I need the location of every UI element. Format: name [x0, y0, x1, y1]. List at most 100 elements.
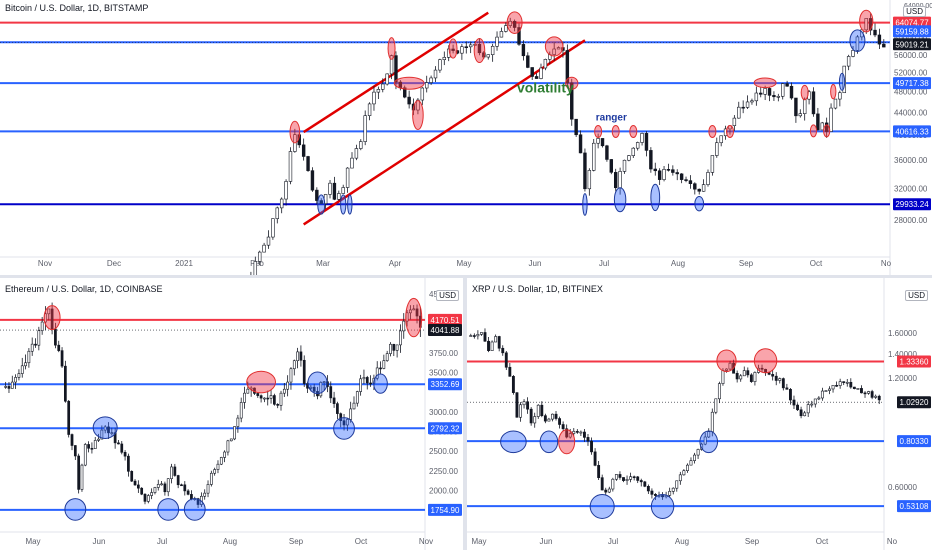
btc-candle-body — [477, 44, 482, 54]
eth-price-tag: 1754.90 — [428, 503, 462, 516]
xrp-currency-button[interactable]: USD — [905, 290, 928, 301]
eth-candle — [233, 426, 236, 441]
eth-price-tag-bg — [428, 503, 462, 516]
btc-candle — [315, 187, 319, 205]
eth-price-tag-bg — [428, 378, 462, 391]
xrp-candle — [611, 477, 615, 492]
eth-candle — [186, 489, 190, 496]
btc-candle — [715, 137, 719, 158]
eth-candle — [296, 347, 299, 369]
xrp-candle — [739, 374, 743, 382]
btc-candle-body — [385, 73, 389, 85]
xrp-candle — [519, 402, 522, 422]
btc-x-tick-label: Jul — [599, 259, 609, 268]
xrp-chart-panel[interactable]: 1.60000 1.40000 1.20000 0.60000 May Jun Jul Aug… — [467, 278, 932, 550]
xrp-x-tick-label: Aug — [675, 537, 689, 546]
btc-candle-body — [789, 85, 794, 99]
eth-red-circle-marker — [43, 305, 61, 331]
xrp-candle — [618, 471, 622, 480]
btc-candle-body — [653, 168, 657, 172]
btc-chart-panel[interactable]: 60000.0056000.0052000.0048000.0044000.00… — [0, 0, 932, 275]
eth-candle-body — [259, 395, 263, 399]
eth-chart-title: Ethereum / U.S. Dollar, 1D, COINBASE — [5, 284, 163, 294]
eth-candle — [73, 445, 77, 461]
eth-candle — [362, 369, 366, 385]
eth-candle-body — [34, 343, 37, 346]
btc-candle-body — [693, 183, 697, 190]
eth-candle-body — [90, 447, 94, 450]
btc-candle — [429, 75, 433, 85]
eth-candle-body — [246, 388, 250, 394]
btc-candle — [776, 93, 781, 102]
btc-candle — [271, 218, 275, 240]
eth-candle-body — [302, 359, 306, 384]
btc-candle — [262, 242, 266, 253]
btc-candle — [438, 58, 442, 73]
eth-candle-body — [239, 402, 243, 419]
btc-chart-svg[interactable]: 60000.0056000.0052000.0048000.0044000.00… — [0, 0, 932, 275]
btc-candle-body — [451, 48, 455, 51]
eth-candle — [256, 393, 260, 398]
eth-candle-body — [176, 475, 180, 486]
xrp-candle — [639, 478, 643, 487]
panel-divider-vertical[interactable] — [463, 278, 467, 550]
btc-candle-body — [820, 122, 824, 131]
eth-candle-body — [349, 408, 353, 420]
xrp-chart-svg[interactable]: 1.60000 1.40000 1.20000 0.60000 May Jun Jul Aug… — [467, 278, 932, 550]
btc-candle-body — [253, 261, 258, 275]
eth-candle — [103, 425, 107, 434]
eth-candle-body — [57, 344, 61, 351]
eth-candle-body — [93, 440, 97, 449]
btc-candle-body — [455, 50, 460, 54]
xrp-candle — [781, 377, 785, 391]
btc-candle — [420, 87, 425, 106]
btc-candle-body — [644, 133, 649, 151]
btc-candle-body — [543, 59, 548, 69]
eth-candle-body — [110, 432, 114, 434]
eth-candle — [273, 393, 276, 406]
eth-candle-body — [146, 495, 150, 502]
btc-candle — [679, 173, 684, 184]
eth-price-tag: 3352.69 — [428, 378, 462, 391]
btc-red-circle-marker — [708, 125, 717, 139]
xrp-candle — [668, 487, 672, 498]
xrp-candle — [870, 389, 874, 400]
xrp-candle — [813, 398, 817, 408]
btc-candle — [543, 58, 548, 71]
btc-candle — [781, 82, 785, 100]
btc-candle — [745, 95, 750, 110]
xrp-candle-body — [685, 464, 689, 471]
xrp-candle — [565, 424, 569, 439]
eth-chart-svg[interactable]: 4500.003750.003500.003000.002750.002500.… — [0, 278, 463, 550]
btc-candle — [279, 197, 284, 214]
xrp-price-tag-bg — [897, 396, 931, 409]
eth-candle — [50, 302, 54, 335]
btc-annotation-volatility: volatility — [517, 80, 574, 96]
xrp-candle-body — [472, 335, 476, 337]
btc-y-tick-label: 28000.00 — [894, 216, 928, 225]
xrp-candle — [607, 486, 611, 494]
xrp-candle-body — [494, 336, 498, 343]
btc-currency-button[interactable]: USD — [903, 6, 926, 17]
eth-currency-button[interactable]: USD — [436, 290, 459, 301]
btc-candle — [578, 130, 583, 154]
xrp-y-tick-label: 1.40000 — [888, 350, 917, 359]
eth-candle-body — [206, 484, 210, 494]
xrp-candle-body — [597, 465, 601, 478]
eth-blue-circle-marker — [64, 498, 87, 521]
btc-blue-circle-marker — [347, 194, 353, 215]
btc-candle-body — [306, 156, 310, 171]
eth-candle-body — [362, 377, 366, 380]
eth-chart-panel[interactable]: 4500.003750.003500.003000.002750.002500.… — [0, 278, 463, 550]
btc-candle-body — [530, 67, 534, 77]
panel-divider-horizontal[interactable] — [0, 275, 932, 278]
btc-red-circle-marker — [594, 125, 603, 139]
xrp-candle-body — [586, 437, 590, 442]
xrp-candle-body — [526, 401, 530, 410]
xrp-candle — [785, 383, 789, 390]
eth-candle-body — [379, 367, 382, 370]
xrp-candle-body — [600, 477, 604, 491]
btc-x-tick-label: No — [881, 259, 892, 268]
eth-candle — [263, 397, 266, 403]
eth-candle — [213, 467, 217, 476]
